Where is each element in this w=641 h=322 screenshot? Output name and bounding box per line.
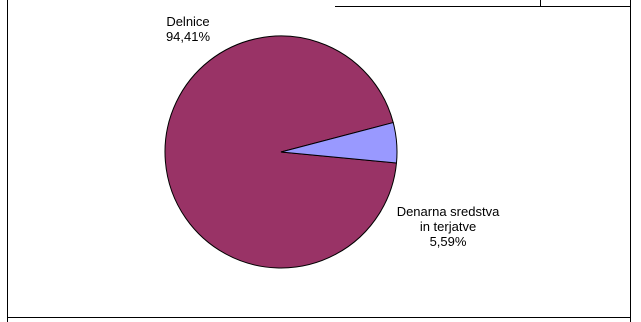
slice-category-label: Denarna sredstva [397,204,500,219]
slice-category-label: Delnice [166,14,209,29]
pie-slice-2 [280,121,398,164]
pie-slices [164,35,398,269]
pie-slice-label-2: Denarna sredstva in terjatve 5,59% [397,204,500,249]
slice-percent-label: 94,41% [166,29,211,44]
pie-slice-label-1: Delnice 94,41% [166,14,211,44]
slice-category-label: in terjatve [420,219,476,234]
slice-percent-label: 5,59% [430,234,467,249]
pie-slice-1 [164,35,398,269]
pie-labels: Delnice 94,41% Denarna sredstva in terjatve… [166,14,500,249]
